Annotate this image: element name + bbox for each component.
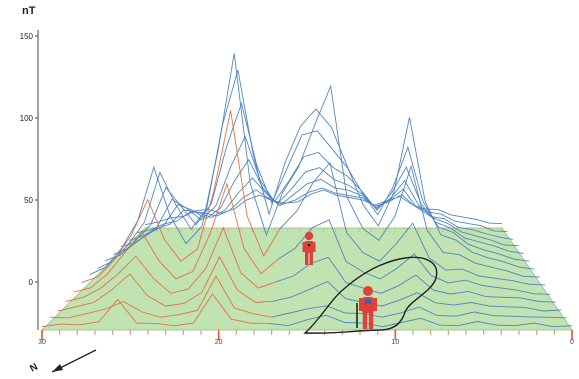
y-tick-label: 100 — [20, 114, 34, 123]
x-tick-labels: 30 20 10 0 — [38, 339, 574, 346]
north-label: N — [28, 362, 40, 374]
x-tick-label: 30 — [38, 339, 46, 346]
north-arrow-icon — [52, 350, 96, 372]
y-tick-label: 0 — [29, 278, 34, 287]
unit-label: nT — [22, 5, 36, 17]
x-tick-label: 0 — [570, 339, 574, 346]
y-axis — [35, 30, 38, 330]
y-tick-label: 50 — [24, 196, 33, 205]
y-tick-labels: 150 100 50 0 — [20, 32, 34, 287]
x-tick-label: 10 — [391, 339, 399, 346]
y-tick-label: 150 — [20, 32, 34, 41]
x-tick-label: 20 — [215, 339, 223, 346]
